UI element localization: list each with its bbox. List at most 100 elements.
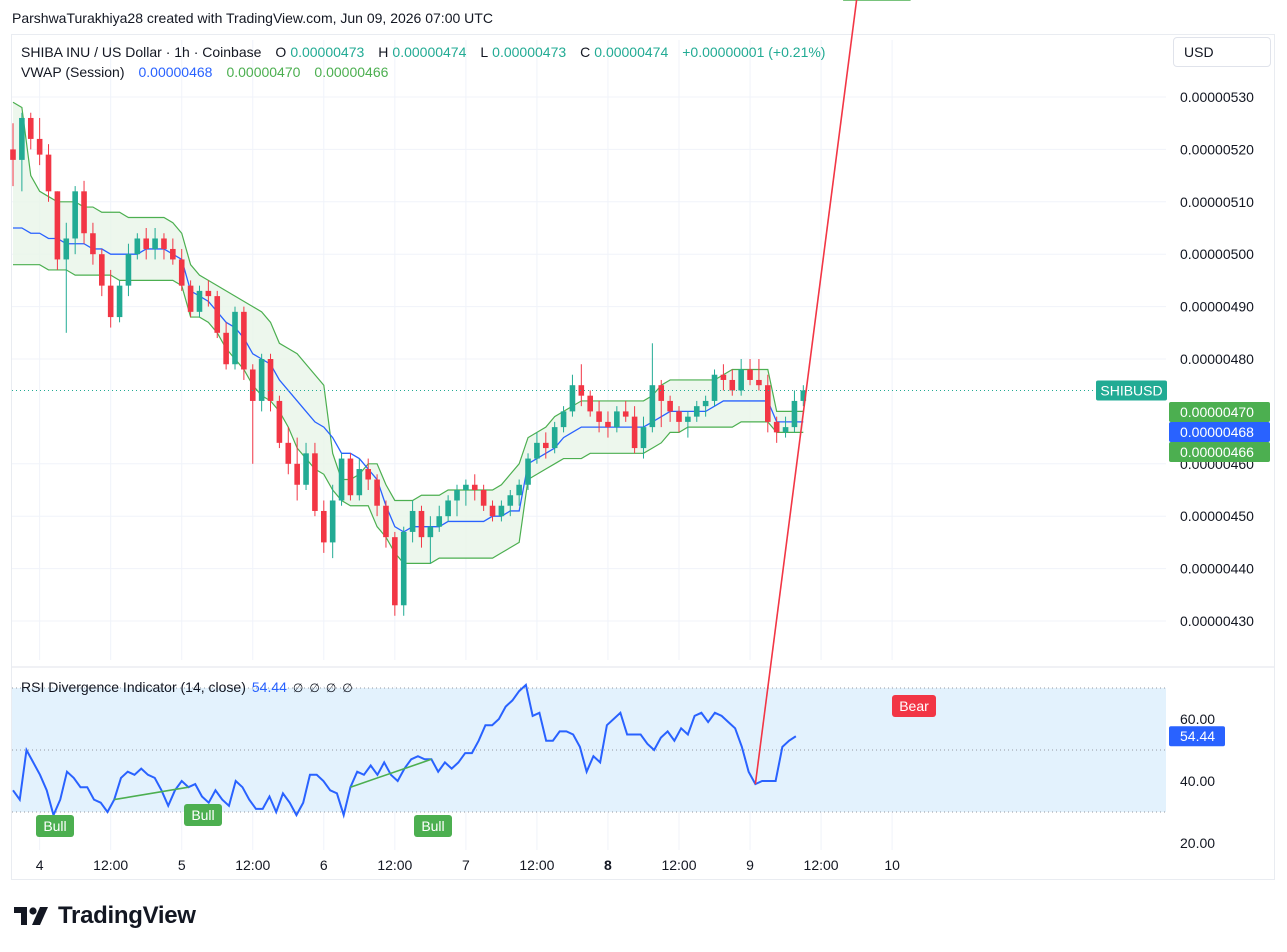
candle-body xyxy=(711,374,718,401)
candle-body xyxy=(773,421,780,433)
vwap-main-value: 0.00000468 xyxy=(138,64,213,80)
candle-body xyxy=(72,191,78,239)
rsi-axis-label: 40.00 xyxy=(1180,773,1215,789)
close-label: C xyxy=(580,44,591,60)
candle-body xyxy=(800,390,807,401)
candle-body xyxy=(276,400,283,443)
candle-body xyxy=(560,411,567,428)
change-value: +0.00000001 (+0.21%) xyxy=(682,44,826,60)
candle-body xyxy=(454,490,460,501)
candle-body xyxy=(258,359,265,401)
vwap-title[interactable]: VWAP (Session) xyxy=(21,64,125,80)
candle-body xyxy=(640,427,647,449)
candle-body xyxy=(605,421,611,428)
price-tag-label: 0.00000468 xyxy=(1180,424,1254,440)
candle-body xyxy=(90,233,96,255)
candle-body xyxy=(54,191,61,260)
candles xyxy=(10,112,807,616)
time-axis-label: 12:00 xyxy=(661,857,696,873)
bull-marker xyxy=(36,815,74,837)
candle-body xyxy=(702,400,709,407)
candle-body xyxy=(161,238,167,249)
candle-body xyxy=(196,290,203,312)
candle-body xyxy=(223,332,229,365)
candle-body xyxy=(170,248,176,260)
rsi-value: 54.44 xyxy=(251,679,287,695)
bear-marker xyxy=(892,695,936,717)
candle-body xyxy=(720,374,727,380)
symbol-price-tag xyxy=(1096,380,1167,401)
candle-body xyxy=(676,411,682,422)
candle-body xyxy=(596,411,602,422)
bull-marker-label: Bull xyxy=(421,818,444,834)
candle-body xyxy=(436,516,443,527)
time-axis-label: 6 xyxy=(320,857,328,873)
candle-body xyxy=(489,505,496,517)
bull-divergence-line xyxy=(114,786,189,801)
time-axis-label: 4 xyxy=(36,857,44,873)
candle-body xyxy=(27,117,34,139)
candle-body xyxy=(241,311,247,370)
candle-body xyxy=(685,416,691,422)
bull-divergence-line xyxy=(350,758,432,788)
candle-body xyxy=(756,379,762,386)
tradingview-logo[interactable]: TradingView xyxy=(14,902,196,930)
price-axis-label: 0.00000430 xyxy=(1180,613,1254,629)
rsi-axis-label: 20.00 xyxy=(1180,835,1215,851)
candle-body xyxy=(614,411,620,428)
tradingview-logo-text: TradingView xyxy=(58,902,196,929)
vwap-upper-value: 0.00000470 xyxy=(226,64,301,80)
candle-body xyxy=(516,484,522,496)
candle-body xyxy=(143,238,149,249)
vwap-upper-band xyxy=(12,101,804,502)
candle-body xyxy=(205,290,212,297)
price-axis-label: 0.00000500 xyxy=(1180,246,1254,262)
candle-body xyxy=(791,400,798,428)
bear-marker-label: Bear xyxy=(899,698,929,714)
currency-button[interactable]: USD xyxy=(1173,37,1271,67)
candle-body xyxy=(152,238,158,249)
bull-marker-label: Bull xyxy=(191,807,214,823)
candle-body xyxy=(356,469,363,496)
vwap-lower-value: 0.00000466 xyxy=(314,64,389,80)
candle-body xyxy=(525,458,531,485)
candle-body xyxy=(747,369,753,380)
candle-body xyxy=(693,406,700,417)
candle-body xyxy=(427,526,434,538)
rsi-na-1: ∅ xyxy=(292,681,304,695)
candle-body xyxy=(45,154,52,192)
candle-body xyxy=(125,254,132,286)
rsi-na-2: ∅ xyxy=(309,681,320,695)
candle-body xyxy=(134,238,141,255)
symbol-title[interactable]: SHIBA INU / US Dollar · 1h · Coinbase xyxy=(21,44,262,60)
price-axis-label: 0.00000450 xyxy=(1180,508,1254,524)
open-value: 0.00000473 xyxy=(290,44,365,60)
candle-body xyxy=(534,442,540,459)
candle-body xyxy=(649,385,656,428)
close-value: 0.00000474 xyxy=(594,44,669,60)
rsi-na-4: ∅ xyxy=(342,681,353,695)
candle-body xyxy=(107,285,114,318)
rsi-na-3: ∅ xyxy=(325,681,337,695)
candle-body xyxy=(738,369,744,391)
bull-marker-label: Bull xyxy=(43,818,66,834)
candle-body xyxy=(471,484,478,490)
time-axis-label: 5 xyxy=(178,857,186,873)
time-axis-label: 12:00 xyxy=(804,857,839,873)
candle-body xyxy=(631,416,638,449)
vwap-lower-band xyxy=(13,264,804,564)
candle-body xyxy=(374,479,380,506)
time-axis-label: 12:00 xyxy=(235,857,270,873)
candle-body xyxy=(294,463,300,485)
candle-body xyxy=(409,510,416,532)
candle-body xyxy=(480,490,487,506)
price-axis-label: 0.00000510 xyxy=(1180,194,1254,210)
chart-frame xyxy=(11,34,1275,880)
price-tag-band xyxy=(1169,402,1270,422)
bull-marker xyxy=(414,815,452,837)
candle-body xyxy=(312,453,318,511)
rsi-title[interactable]: RSI Divergence Indicator (14, close) xyxy=(21,679,246,695)
low-value: 0.00000473 xyxy=(492,44,567,60)
